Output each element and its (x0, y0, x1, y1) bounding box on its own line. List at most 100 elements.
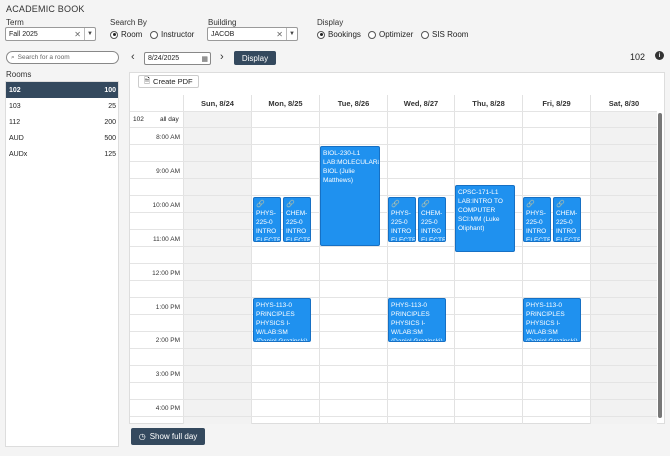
event-block[interactable]: 🔗 PHYS-225-0 INTRO ELECTRO (253, 197, 281, 242)
event-block[interactable]: PHYS-113-0 PRINCIPLES PHYSICS I-W/LAB:SM… (253, 298, 311, 342)
calendar-icon[interactable]: ▦ (201, 55, 208, 63)
divider (130, 365, 657, 366)
radio-optimizer[interactable]: Optimizer (368, 30, 413, 39)
link-icon: 🔗 (256, 201, 265, 208)
room-capacity: 125 (104, 150, 116, 158)
event-text: PHYS-113-0 PRINCIPLES PHYSICS I-W/LAB:SM… (391, 302, 443, 342)
show-full-day-button[interactable]: ◷ Show full day (131, 428, 205, 445)
day-header: Sun, 8/24 (183, 95, 251, 111)
room-capacity: 100 (104, 86, 116, 94)
divider (130, 111, 657, 112)
day-column-thu[interactable] (454, 111, 522, 424)
day-column-mon[interactable] (251, 111, 319, 424)
day-column-fri[interactable] (522, 111, 590, 424)
event-text: CPSC-171-L1 LAB:INTRO TO COMPUTER SCI:MM… (458, 189, 503, 232)
radio-room-label: Room (121, 30, 143, 39)
event-text: PHYS-113-0 PRINCIPLES PHYSICS I-W/LAB:SM… (256, 302, 308, 342)
event-block[interactable]: 🔗 PHYS-225-0 INTRO ELECTRO (523, 197, 551, 242)
term-select[interactable]: Fall 2025 ✕ ▼ (5, 27, 96, 41)
divider (130, 399, 657, 400)
room-item-103[interactable]: 103 25 (6, 98, 118, 114)
clock-icon: ◷ (138, 432, 146, 441)
next-week-button[interactable]: › (220, 51, 224, 63)
create-pdf-button[interactable]: 🗎 Create PDF (138, 75, 199, 88)
time-label: 10:00 AM (152, 202, 180, 209)
link-icon: 🔗 (526, 201, 535, 208)
clear-icon[interactable]: ✕ (276, 29, 283, 39)
event-text: CHEM-225-0 INTRO ELECTRO (286, 210, 310, 242)
day-column-sat[interactable] (590, 111, 657, 424)
day-column-sun[interactable] (183, 111, 251, 424)
event-block[interactable]: BIOL-230-L1 LAB:MOLECULAR& BIOL (Julie M… (320, 146, 380, 246)
clear-icon[interactable]: ✕ (74, 29, 81, 39)
prev-week-button[interactable]: ‹ (131, 51, 135, 63)
room-item-audx[interactable]: AUDx 125 (6, 146, 118, 162)
building-select[interactable]: JACOB ✕ ▼ (207, 27, 298, 41)
radio-instructor[interactable]: Instructor (150, 30, 194, 39)
room-name: 102 (9, 86, 21, 94)
all-day-label: all day (160, 116, 179, 123)
day-header: Sat, 8/30 (590, 95, 657, 111)
calendar-scrollbar[interactable] (658, 113, 662, 418)
divider (130, 297, 657, 298)
search-icon: ⌕ (11, 53, 15, 61)
room-capacity: 25 (108, 102, 116, 110)
create-pdf-label: Create PDF (153, 77, 193, 86)
event-block[interactable]: 🔗 CHEM-225-0 INTRO ELECTRO (418, 197, 446, 242)
room-capacity: 500 (104, 134, 116, 142)
event-block[interactable]: PHYS-113-0 PRINCIPLES PHYSICS I-W/LAB:SM… (523, 298, 581, 342)
display-button[interactable]: Display (234, 51, 276, 65)
day-header: Mon, 8/25 (251, 95, 319, 111)
event-text: PHYS-225-0 INTRO ELECTRO (526, 210, 550, 242)
time-label: 8:00 AM (156, 134, 180, 141)
divider (130, 195, 657, 196)
radio-icon (110, 30, 118, 39)
radio-sis-room[interactable]: SIS Room (421, 30, 468, 39)
time-label: 4:00 PM (155, 405, 180, 412)
radio-icon (150, 30, 158, 39)
time-label: 11:00 AM (153, 236, 180, 243)
chevron-down-icon[interactable]: ▼ (286, 28, 297, 40)
radio-room[interactable]: Room (110, 30, 142, 39)
radio-optimizer-label: Optimizer (379, 30, 414, 39)
event-block[interactable]: 🔗 PHYS-225-0 INTRO ELECTRO (388, 197, 416, 242)
radio-bookings-label: Bookings (328, 30, 361, 39)
room-item-102[interactable]: 102 100 (6, 82, 118, 98)
day-column-tue[interactable] (319, 111, 387, 424)
room-item-aud[interactable]: AUD 500 (6, 130, 118, 146)
date-input[interactable]: 8/24/2025 ▦ (144, 52, 211, 65)
event-block[interactable]: PHYS-113-0 PRINCIPLES PHYSICS I-W/LAB:SM… (388, 298, 446, 342)
time-label: 1:00 PM (155, 304, 180, 311)
event-text: CHEM-225-0 INTRO ELECTRO (421, 210, 445, 242)
divider (130, 382, 657, 383)
event-text: CHEM-225-0 INTRO ELECTRO (556, 210, 580, 242)
app-title: ACADEMIC BOOK (6, 4, 85, 14)
chevron-down-icon[interactable]: ▼ (84, 28, 95, 40)
divider (130, 246, 657, 247)
room-search-input[interactable]: ⌕ Search for a room (6, 51, 119, 64)
divider (130, 263, 657, 264)
search-by-label: Search By (110, 18, 147, 27)
room-name: 103 (9, 102, 21, 110)
building-label: Building (208, 18, 237, 27)
divider (130, 416, 657, 417)
date-value: 8/24/2025 (148, 55, 180, 62)
event-block[interactable]: CPSC-171-L1 LAB:INTRO TO COMPUTER SCI:MM… (455, 185, 515, 252)
day-header: Tue, 8/26 (319, 95, 387, 111)
time-label: 9:00 AM (156, 168, 180, 175)
room-capacity: 200 (104, 118, 116, 126)
divider (130, 348, 657, 349)
info-icon[interactable]: i (655, 51, 664, 60)
room-name: 112 (9, 118, 21, 126)
search-placeholder: Search for a room (17, 54, 70, 61)
event-block[interactable]: 🔗 CHEM-225-0 INTRO ELECTRO (553, 197, 581, 242)
room-item-112[interactable]: 112 200 (6, 114, 118, 130)
day-header: Thu, 8/28 (454, 95, 522, 111)
event-block[interactable]: 🔗 CHEM-225-0 INTRO ELECTRO (283, 197, 311, 242)
radio-sis-room-label: SIS Room (432, 30, 469, 39)
day-column-wed[interactable] (387, 111, 454, 424)
radio-bookings[interactable]: Bookings (317, 30, 361, 39)
event-text: BIOL-230-L1 LAB:MOLECULAR& BIOL (Julie M… (323, 150, 380, 184)
day-header: Fri, 8/29 (522, 95, 590, 111)
divider (130, 280, 657, 281)
